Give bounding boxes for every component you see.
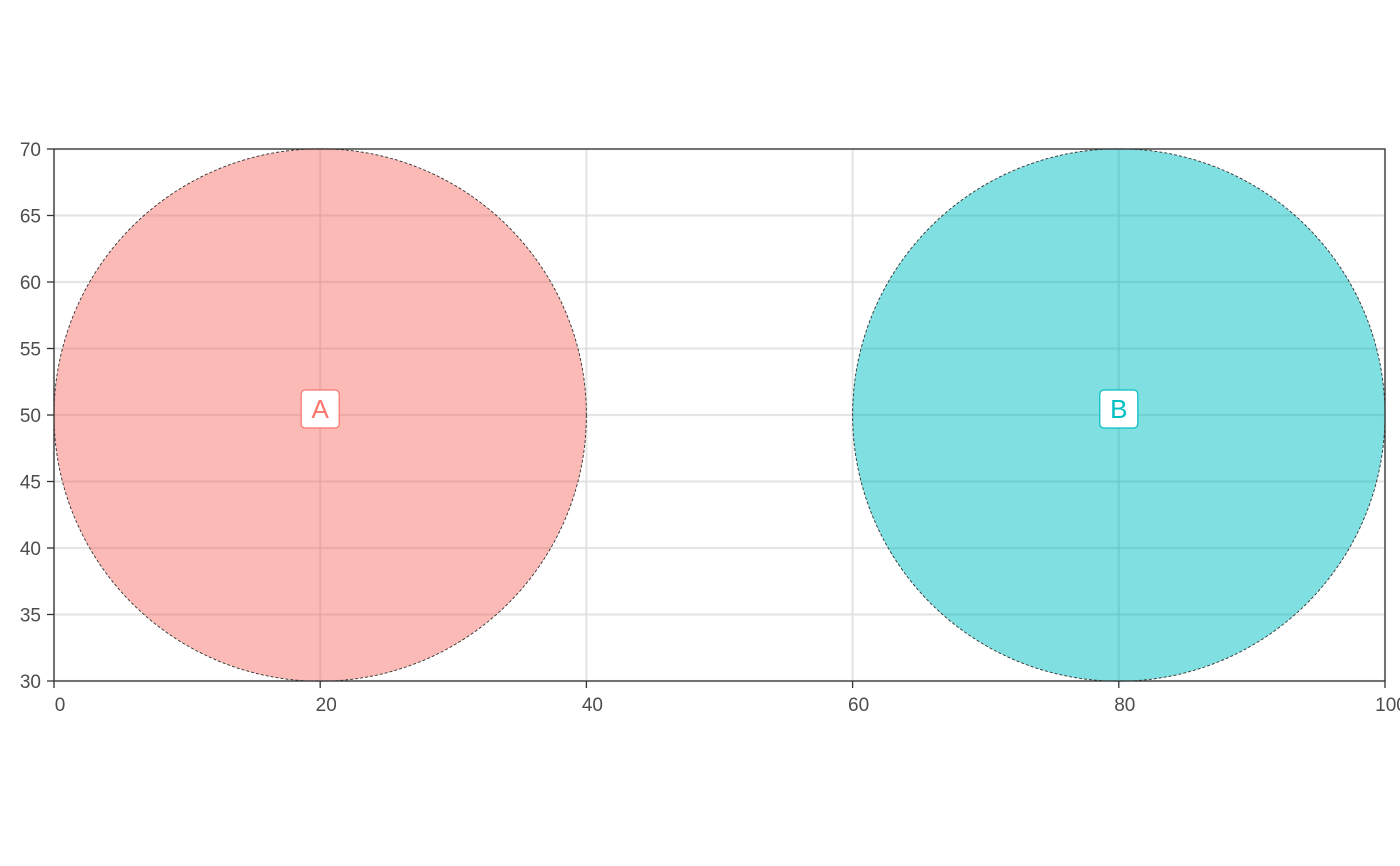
x-tick-label: 20 bbox=[316, 695, 337, 716]
x-tick-label: 40 bbox=[582, 695, 603, 716]
circle-label: A bbox=[312, 394, 330, 424]
y-tick-label: 65 bbox=[20, 207, 41, 228]
x-tick-label: 100 bbox=[1375, 695, 1400, 716]
circle-label: B bbox=[1110, 394, 1127, 424]
y-tick-label: 45 bbox=[20, 473, 41, 494]
y-tick-label: 55 bbox=[20, 340, 41, 361]
circle-label-box bbox=[300, 389, 340, 429]
y-tick-label: 35 bbox=[20, 606, 41, 627]
axes: 0 20 40 60 80 100 30 35 40 45 50 55 60 65 70 bbox=[20, 140, 1400, 716]
x-tick-label: 80 bbox=[1114, 695, 1135, 716]
x-tick-label: 60 bbox=[848, 695, 869, 716]
circle-label-box bbox=[1099, 389, 1139, 429]
y-tick-label: 70 bbox=[20, 140, 41, 161]
y-tick-label: 50 bbox=[20, 406, 41, 427]
y-tick-label: 40 bbox=[20, 539, 41, 560]
y-tick-label: 60 bbox=[20, 273, 41, 294]
y-tick-label: 30 bbox=[20, 672, 41, 693]
x-tick-label: 0 bbox=[55, 695, 66, 716]
